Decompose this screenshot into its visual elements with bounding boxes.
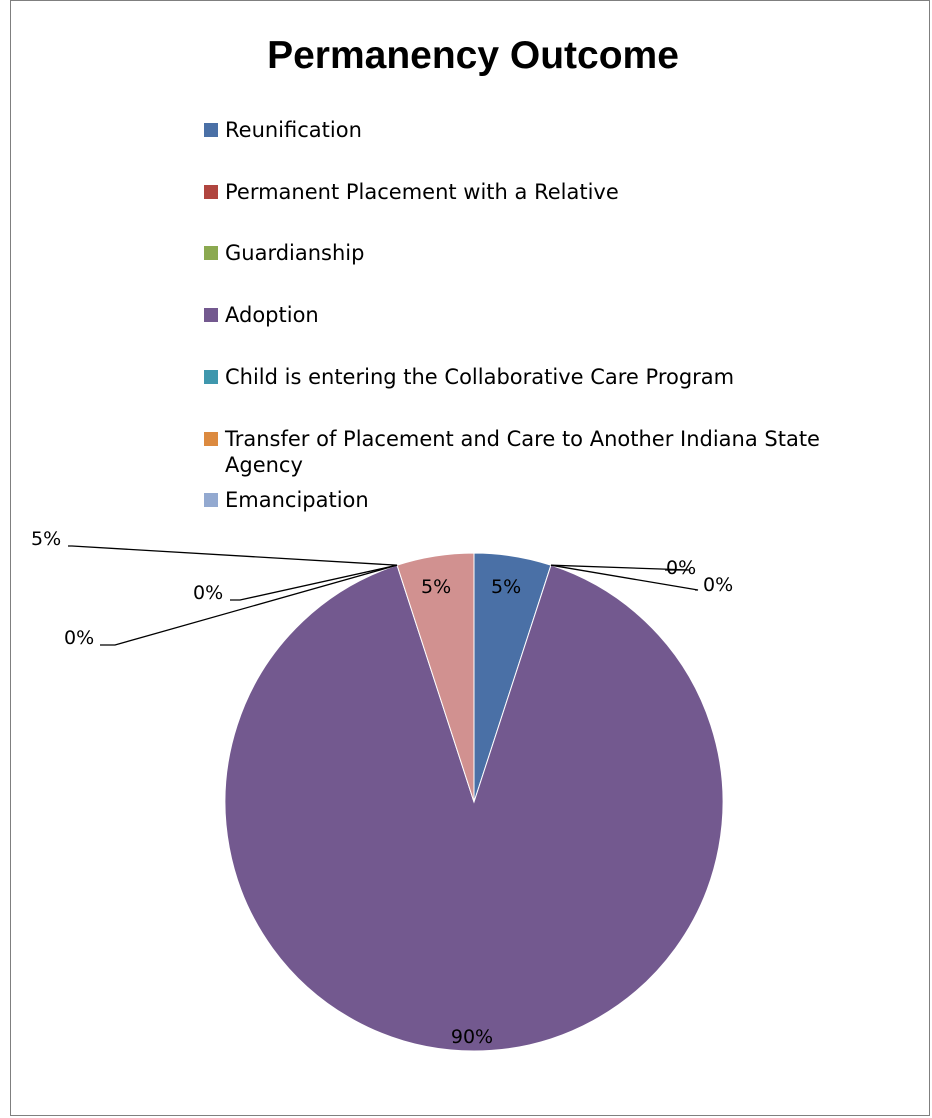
- leader-lines: [68, 545, 699, 646]
- legend-entry: Guardianship: [225, 241, 364, 265]
- data-label: 5%: [31, 528, 61, 550]
- leader-line: [68, 545, 398, 566]
- leader-line: [230, 564, 398, 601]
- legend-entry: Reunification: [225, 118, 362, 142]
- legend-entry: Permanent Placement with a Relative: [225, 180, 619, 204]
- data-label: 0%: [193, 582, 223, 604]
- legend: Reunification Permanent Placement with a …: [204, 118, 820, 512]
- legend-swatch: [204, 308, 218, 322]
- pie-slice: [396, 552, 475, 803]
- legend-swatch: [204, 185, 218, 199]
- leader-line: [100, 564, 398, 646]
- leader-line: [550, 564, 699, 591]
- legend-swatch: [204, 493, 218, 507]
- legend-swatch: [204, 370, 218, 384]
- data-label: 0%: [64, 627, 94, 649]
- legend-entry: Child is entering the Collaborative Care…: [225, 365, 734, 389]
- data-labels: 5% 5% 90% 0% 0% 0% 0% 5%: [31, 528, 733, 1048]
- legend-entry: Transfer of Placement and Care to Anothe…: [224, 427, 820, 477]
- data-label: 5%: [491, 576, 521, 598]
- pie-slice: [224, 564, 724, 1052]
- data-label: 90%: [451, 1026, 493, 1048]
- data-label: 0%: [703, 574, 733, 596]
- data-label: 5%: [421, 576, 451, 598]
- legend-swatch: [204, 123, 218, 137]
- legend-swatch: [204, 432, 218, 446]
- pie-slices: [224, 552, 724, 1052]
- legend-entry: Emancipation: [225, 488, 369, 512]
- legend-entry: Adoption: [225, 303, 319, 327]
- leader-line: [550, 564, 691, 571]
- chart-title: Permanency Outcome: [267, 34, 679, 77]
- legend-swatch: [204, 246, 218, 260]
- data-label: 0%: [666, 557, 696, 579]
